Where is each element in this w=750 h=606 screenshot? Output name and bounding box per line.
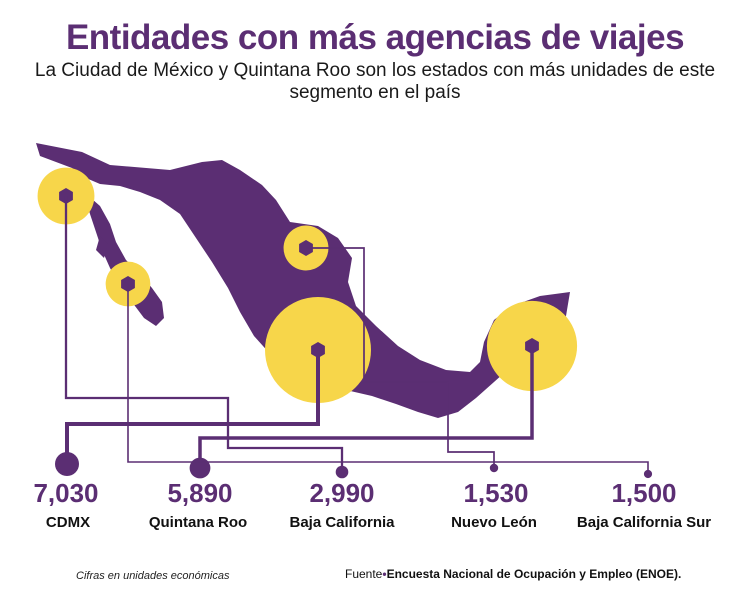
island-shape — [96, 236, 108, 258]
label-baja-california-sur: Baja California Sur — [576, 514, 712, 531]
connector-baja-california-sur — [127, 284, 649, 474]
value-quintana-roo: 5,890 — [167, 478, 233, 508]
label-cdmx: CDMX — [45, 514, 91, 531]
source-bullet: • — [382, 567, 387, 581]
connector-cdmx — [65, 350, 320, 464]
end-dot-nuevo-leon — [489, 463, 499, 473]
source-text: Encuesta Nacional de Ocupación y Empleo … — [386, 567, 682, 581]
value-nuevo-leon: 1,530 — [463, 478, 529, 508]
connector-baja-california — [64, 196, 344, 472]
mexico-mainland-shape — [36, 143, 570, 418]
label-baja-california: Baja California — [289, 514, 395, 531]
end-dot-quintana-roo — [189, 457, 211, 479]
label-quintana-roo: Quintana Roo — [148, 514, 248, 531]
unit-note: Cifras en unidades económicas — [76, 570, 230, 582]
end-dot-baja-california — [335, 465, 349, 479]
connector-nuevo-leon — [306, 247, 495, 468]
label-nuevo-leon: Nuevo León — [451, 514, 537, 531]
end-dot-cdmx — [55, 452, 79, 476]
connector-layer — [55, 196, 653, 479]
value-cdmx: 7,030 — [33, 478, 99, 508]
page-title: Entidades con más agencias de viajes — [65, 18, 685, 57]
end-dot-baja-california-sur — [643, 469, 653, 479]
connector-quintana-roo — [198, 346, 534, 468]
page-subtitle: La Ciudad de México y Quintana Roo son l… — [34, 60, 716, 103]
value-baja-california: 2,990 — [309, 478, 375, 508]
value-baja-california-sur: 1,500 — [611, 478, 677, 508]
source-label: Fuente — [345, 567, 383, 581]
source-credit: Fuente•Encuesta Nacional de Ocupación y … — [345, 567, 681, 581]
